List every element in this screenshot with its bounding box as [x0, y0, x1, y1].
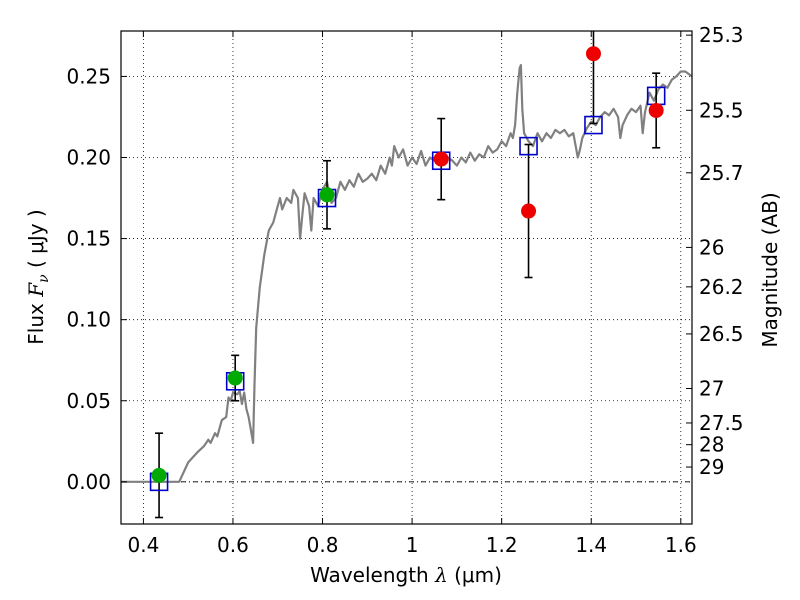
x-tick-label: 1	[406, 533, 419, 557]
y-tick-label: 0.20	[66, 145, 111, 169]
y-axis-title: Flux Fν ( μJy )	[24, 209, 52, 344]
x-tick-label: 1.6	[665, 533, 697, 557]
y-tick-label: 0.05	[66, 389, 111, 413]
model-layer	[121, 63, 692, 483]
x-tick-label: 1.4	[575, 533, 607, 557]
y-tick-labels: 0.00 0.05 0.10 0.15 0.20 0.25	[66, 64, 111, 493]
y-tick-label: 0.25	[66, 64, 111, 88]
x-axis-title: Wavelength λ (μm)	[310, 563, 502, 587]
magnitude-tick-label: 27	[699, 377, 724, 401]
model-band-box	[519, 136, 538, 156]
plot-frame	[120, 30, 693, 525]
observed-point-green	[227, 370, 243, 386]
tick-layer	[121, 31, 692, 524]
magnitude-tick-label: 26	[699, 235, 724, 259]
magnitude-tick-label: 26.2	[699, 275, 744, 299]
magnitude-tick-label: 25.7	[699, 161, 744, 185]
y-tick-label: 0.10	[66, 308, 111, 332]
magnitude-tick-label: 25.5	[699, 98, 744, 122]
observed-point-red	[648, 102, 664, 118]
observed-point-layer	[151, 46, 664, 483]
observed-point-red	[433, 151, 449, 167]
y-tick-label: 0.00	[66, 470, 111, 494]
observed-point-red	[521, 203, 537, 219]
x-tick-label: 0.6	[217, 533, 249, 557]
magnitude-tick-label: 27.5	[699, 411, 744, 435]
model-band-box	[584, 115, 603, 135]
magnitude-axis-title: Magnitude (AB)	[758, 192, 782, 347]
x-tick-label: 0.8	[307, 533, 339, 557]
x-tick-label: 1.2	[486, 533, 518, 557]
magnitude-tick-label: 29	[699, 455, 724, 479]
magnitude-tick-label: 25.3	[699, 23, 744, 47]
model-spectrum-line	[121, 63, 692, 483]
x-tick-label: 0.4	[127, 533, 159, 557]
magnitude-tick-label: 26.5	[699, 322, 744, 346]
observed-point-green	[151, 467, 167, 483]
y-tick-label: 0.15	[66, 227, 111, 251]
x-tick-labels: 0.4 0.6 0.8 1 1.2 1.4 1.6	[127, 533, 696, 557]
magnitude-tick-label: 28	[699, 433, 724, 457]
observed-point-green	[319, 187, 335, 203]
observed-point-red	[585, 46, 601, 62]
